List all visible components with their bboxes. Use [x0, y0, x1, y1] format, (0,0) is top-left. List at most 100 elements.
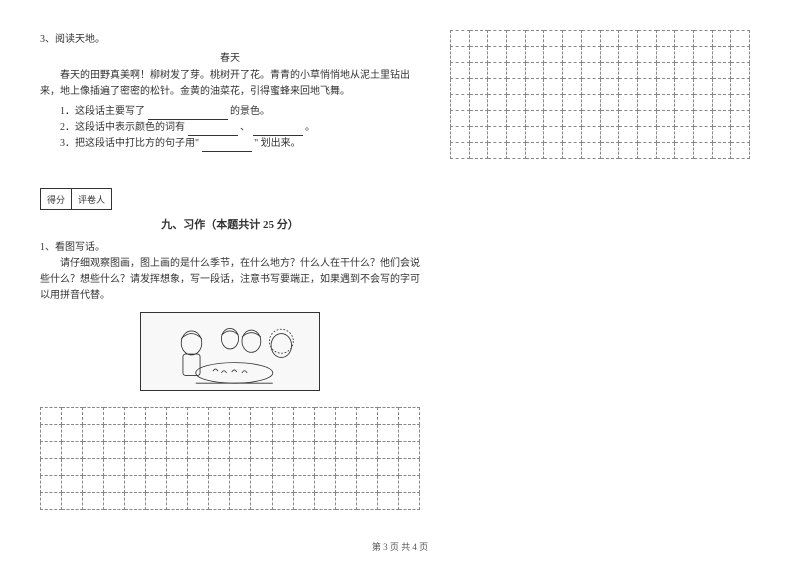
- grid-cell[interactable]: [314, 408, 335, 425]
- grid-cell[interactable]: [525, 127, 544, 143]
- grid-cell[interactable]: [563, 79, 582, 95]
- grid-cell[interactable]: [377, 442, 398, 459]
- grid-cell[interactable]: [167, 459, 188, 476]
- grid-cell[interactable]: [104, 493, 125, 510]
- grid-cell[interactable]: [544, 63, 563, 79]
- grid-cell[interactable]: [712, 143, 731, 159]
- grid-cell[interactable]: [167, 408, 188, 425]
- grid-cell[interactable]: [398, 408, 419, 425]
- grid-cell[interactable]: [451, 95, 470, 111]
- grid-cell[interactable]: [293, 476, 314, 493]
- grid-cell[interactable]: [488, 31, 507, 47]
- grid-cell[interactable]: [712, 79, 731, 95]
- grid-cell[interactable]: [83, 459, 104, 476]
- grid-cell[interactable]: [675, 47, 694, 63]
- grid-cell[interactable]: [146, 476, 167, 493]
- grid-cell[interactable]: [731, 63, 750, 79]
- grid-cell[interactable]: [637, 47, 656, 63]
- grid-cell[interactable]: [731, 79, 750, 95]
- grid-cell[interactable]: [488, 47, 507, 63]
- grid-cell[interactable]: [335, 408, 356, 425]
- grid-cell[interactable]: [731, 31, 750, 47]
- grid-cell[interactable]: [675, 111, 694, 127]
- grid-cell[interactable]: [693, 143, 712, 159]
- grid-cell[interactable]: [469, 47, 488, 63]
- grid-cell[interactable]: [600, 31, 619, 47]
- grid-cell[interactable]: [600, 111, 619, 127]
- grid-cell[interactable]: [188, 425, 209, 442]
- grid-cell[interactable]: [600, 127, 619, 143]
- grid-cell[interactable]: [167, 493, 188, 510]
- grid-cell[interactable]: [488, 111, 507, 127]
- grid-cell[interactable]: [451, 79, 470, 95]
- grid-cell[interactable]: [62, 476, 83, 493]
- grid-cell[interactable]: [41, 493, 62, 510]
- grid-cell[interactable]: [41, 408, 62, 425]
- grid-cell[interactable]: [656, 31, 675, 47]
- grid-cell[interactable]: [314, 459, 335, 476]
- grid-cell[interactable]: [469, 79, 488, 95]
- grid-cell[interactable]: [62, 425, 83, 442]
- grid-cell[interactable]: [544, 31, 563, 47]
- grid-cell[interactable]: [507, 111, 526, 127]
- grid-cell[interactable]: [544, 111, 563, 127]
- grid-cell[interactable]: [712, 111, 731, 127]
- grid-cell[interactable]: [398, 476, 419, 493]
- grid-cell[interactable]: [188, 476, 209, 493]
- grid-cell[interactable]: [272, 459, 293, 476]
- grid-cell[interactable]: [377, 459, 398, 476]
- grid-cell[interactable]: [469, 63, 488, 79]
- grid-cell[interactable]: [251, 476, 272, 493]
- grid-cell[interactable]: [600, 143, 619, 159]
- grid-cell[interactable]: [675, 143, 694, 159]
- grid-cell[interactable]: [581, 111, 600, 127]
- grid-cell[interactable]: [712, 95, 731, 111]
- grid-cell[interactable]: [356, 476, 377, 493]
- grid-cell[interactable]: [731, 111, 750, 127]
- grid-cell[interactable]: [693, 111, 712, 127]
- grid-cell[interactable]: [525, 143, 544, 159]
- grid-cell[interactable]: [544, 79, 563, 95]
- grid-cell[interactable]: [693, 47, 712, 63]
- grid-cell[interactable]: [731, 127, 750, 143]
- grid-cell[interactable]: [619, 63, 638, 79]
- grid-cell[interactable]: [693, 31, 712, 47]
- grid-cell[interactable]: [675, 95, 694, 111]
- grid-cell[interactable]: [507, 79, 526, 95]
- grid-cell[interactable]: [293, 442, 314, 459]
- grid-cell[interactable]: [356, 493, 377, 510]
- blank-field[interactable]: [202, 141, 252, 152]
- grid-cell[interactable]: [104, 459, 125, 476]
- grid-cell[interactable]: [581, 127, 600, 143]
- grid-cell[interactable]: [675, 79, 694, 95]
- grid-cell[interactable]: [637, 63, 656, 79]
- grid-cell[interactable]: [656, 79, 675, 95]
- grid-cell[interactable]: [314, 476, 335, 493]
- grid-cell[interactable]: [525, 31, 544, 47]
- grid-cell[interactable]: [469, 143, 488, 159]
- grid-cell[interactable]: [230, 425, 251, 442]
- grid-cell[interactable]: [104, 408, 125, 425]
- grid-cell[interactable]: [41, 459, 62, 476]
- grid-cell[interactable]: [619, 31, 638, 47]
- grid-cell[interactable]: [600, 79, 619, 95]
- grid-cell[interactable]: [125, 442, 146, 459]
- grid-cell[interactable]: [335, 493, 356, 510]
- grid-cell[interactable]: [146, 442, 167, 459]
- grid-cell[interactable]: [251, 442, 272, 459]
- grid-cell[interactable]: [230, 459, 251, 476]
- grid-cell[interactable]: [188, 442, 209, 459]
- grid-cell[interactable]: [600, 63, 619, 79]
- grid-cell[interactable]: [209, 425, 230, 442]
- grid-cell[interactable]: [272, 425, 293, 442]
- grid-cell[interactable]: [146, 493, 167, 510]
- grid-cell[interactable]: [209, 493, 230, 510]
- grid-cell[interactable]: [209, 442, 230, 459]
- grid-cell[interactable]: [544, 127, 563, 143]
- grid-cell[interactable]: [469, 111, 488, 127]
- grid-cell[interactable]: [272, 408, 293, 425]
- grid-cell[interactable]: [62, 459, 83, 476]
- grid-cell[interactable]: [637, 111, 656, 127]
- blank-field[interactable]: [253, 125, 303, 136]
- grid-cell[interactable]: [146, 459, 167, 476]
